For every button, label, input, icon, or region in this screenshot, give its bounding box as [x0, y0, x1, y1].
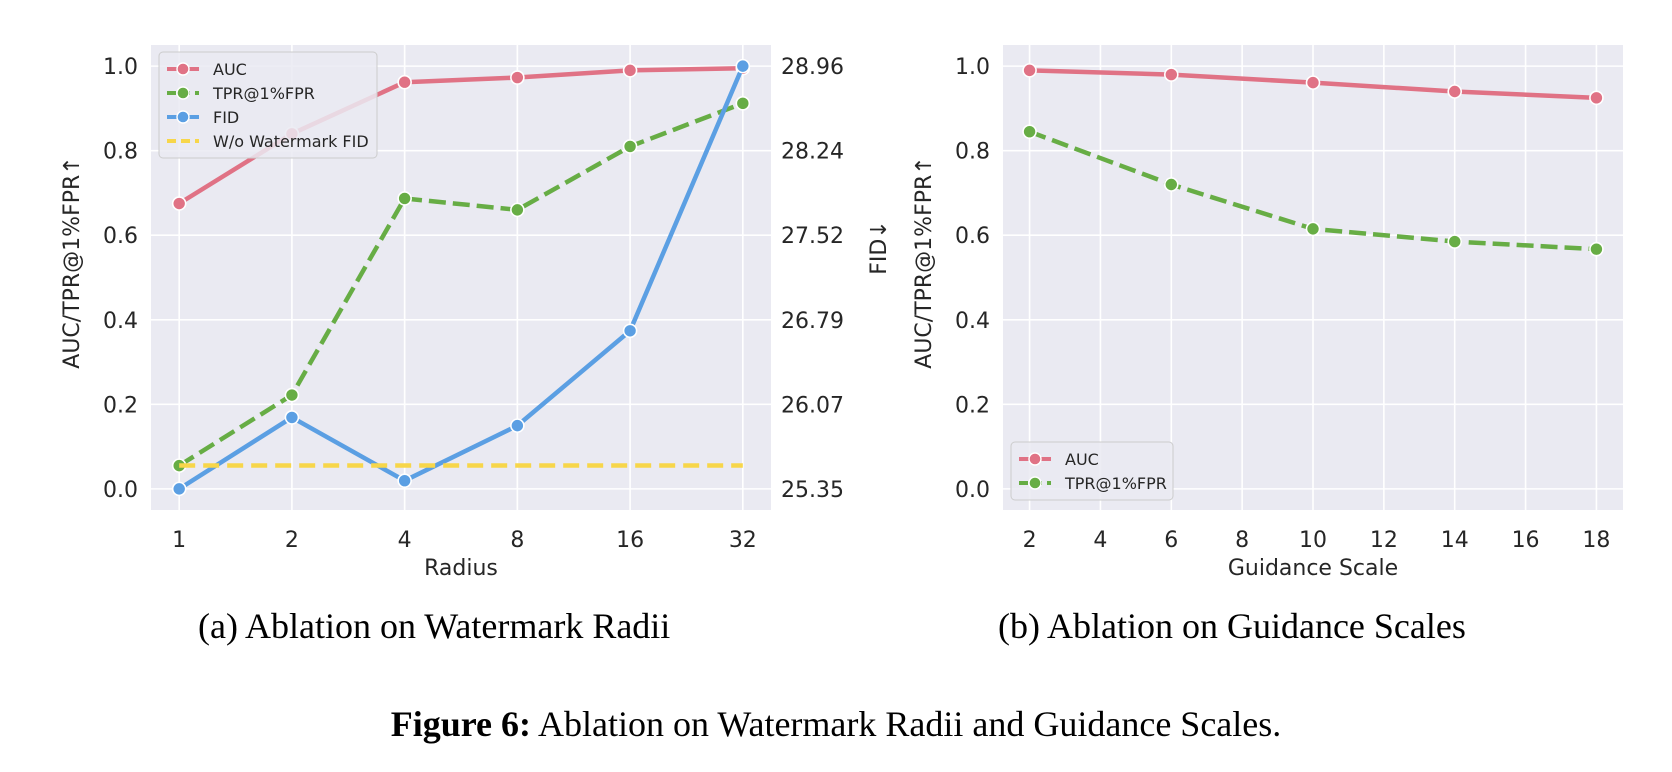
chart-panel-a: 0.0 0.2 0.4 0.6 0.8 1.0 1 2 4 8 16 32 Radius AUC/TPR@… [60, 45, 892, 581]
y-axis-label: AUC/TPR@1%FPR↑ [60, 156, 85, 368]
data-point [1305, 75, 1321, 90]
y-tick-label: 0.8 [103, 140, 138, 165]
legend-item: AUC [167, 60, 247, 79]
x-axis-label: Guidance Scale [1228, 556, 1398, 581]
y-tick-label: 0.8 [955, 140, 990, 165]
y2-axis-label: FID↓ [867, 220, 892, 275]
legend-label: FID [213, 108, 239, 127]
y-tick-label: 0.4 [103, 309, 138, 334]
y-tick-label: 0.2 [955, 393, 990, 418]
y2-tick-label: 27.52 [781, 224, 844, 249]
data-point [1163, 67, 1179, 82]
data-point [1589, 241, 1604, 257]
y2-tick-label: 25.35 [781, 478, 844, 503]
x-axis-label: Radius [424, 556, 498, 581]
caption-b: (b) Ablation on Guidance Scales [998, 606, 1466, 646]
y-tick-label: 0.2 [103, 393, 138, 418]
x-tick-label: 2 [285, 528, 299, 553]
legend-marker [176, 86, 190, 100]
x-tick-label: 4 [1093, 528, 1107, 553]
figure-caption: Figure 6: Ablation on Watermark Radii an… [0, 703, 1672, 745]
figure-caption-label: Figure 6: [390, 704, 532, 744]
y-tick-label: 0.6 [955, 224, 990, 249]
legend: AUC TPR@1%FPR FID W/o Watermark FID [158, 51, 378, 159]
series-line [177, 101, 744, 468]
data-point [171, 196, 187, 211]
data-point [284, 387, 300, 403]
legend-item: AUC [1019, 450, 1099, 469]
y-tick-label: 0.4 [955, 309, 990, 334]
x-tick-label: 16 [616, 528, 644, 553]
data-point [284, 410, 300, 425]
series-tpr-1-fpr [171, 96, 751, 473]
legend-item: TPR@1%FPR [167, 84, 315, 103]
y2-tick-label: 28.96 [781, 55, 844, 80]
data-point [397, 473, 412, 488]
y-tick-label: 1.0 [103, 55, 138, 80]
legend-item: FID [167, 108, 239, 127]
y2-tick-label: 26.79 [781, 309, 844, 334]
data-point [397, 74, 412, 90]
data-point [622, 63, 638, 78]
data-point [397, 191, 412, 206]
x-tick-label: 14 [1441, 528, 1469, 553]
x-tick-label: 2 [1023, 528, 1037, 553]
data-point [622, 139, 638, 154]
data-point [1589, 90, 1604, 106]
legend: AUC TPR@1%FPR [1010, 441, 1174, 501]
legend-box [158, 51, 378, 159]
x-tick-label: 1 [172, 528, 186, 553]
data-point [171, 481, 187, 497]
x-tick-label: 10 [1299, 528, 1327, 553]
y2-tick-label: 28.24 [781, 140, 844, 165]
legend-marker [1028, 476, 1042, 490]
x-tick-label: 12 [1370, 528, 1398, 553]
data-point [1447, 84, 1463, 99]
series-auc [1022, 63, 1604, 106]
legend-label: AUC [213, 60, 247, 79]
legend-marker [176, 110, 190, 124]
y-tick-label: 0.0 [955, 478, 990, 503]
y2-tick-label: 26.07 [781, 393, 844, 418]
data-point [735, 96, 751, 111]
chart-panel-b: 0.0 0.2 0.4 0.6 0.8 1.0 2 4 6 8 10 12 14 16 18 Guidance… [912, 45, 1623, 581]
legend-box [1010, 441, 1174, 501]
data-point [1447, 234, 1463, 249]
figure-caption-text: Ablation on Watermark Radii and Guidance… [538, 704, 1282, 744]
data-point [510, 202, 525, 218]
x-tick-label: 8 [1235, 528, 1249, 553]
legend-label: TPR@1%FPR [212, 84, 315, 103]
data-point [510, 70, 525, 85]
legend-marker [176, 62, 190, 76]
x-tick-label: 16 [1512, 528, 1540, 553]
data-point [622, 323, 638, 339]
data-point [1305, 221, 1321, 237]
y-tick-label: 1.0 [955, 55, 990, 80]
legend-marker [1028, 452, 1042, 466]
x-tick-label: 8 [510, 528, 524, 553]
data-point [1022, 124, 1037, 139]
series-line [177, 65, 745, 491]
y-tick-label: 0.0 [103, 478, 138, 503]
x-tick-label: 6 [1164, 528, 1178, 553]
data-point [1163, 177, 1179, 192]
data-point [1022, 63, 1037, 78]
y-axis-label: AUC/TPR@1%FPR↑ [912, 156, 937, 368]
legend-item: TPR@1%FPR [1019, 474, 1167, 493]
caption-a: (a) Ablation on Watermark Radii [198, 606, 671, 646]
legend-label: TPR@1%FPR [1064, 474, 1167, 493]
series-tpr-1-fpr [1022, 124, 1604, 257]
x-tick-label: 18 [1582, 528, 1610, 553]
data-point [510, 418, 525, 433]
legend-label: W/o Watermark FID [213, 132, 369, 151]
x-tick-label: 32 [729, 528, 757, 553]
data-point [735, 58, 751, 74]
y-tick-label: 0.6 [103, 224, 138, 249]
legend-label: AUC [1065, 450, 1099, 469]
series-fid [171, 58, 751, 497]
x-tick-label: 4 [398, 528, 412, 553]
legend-item: W/o Watermark FID [167, 132, 369, 151]
